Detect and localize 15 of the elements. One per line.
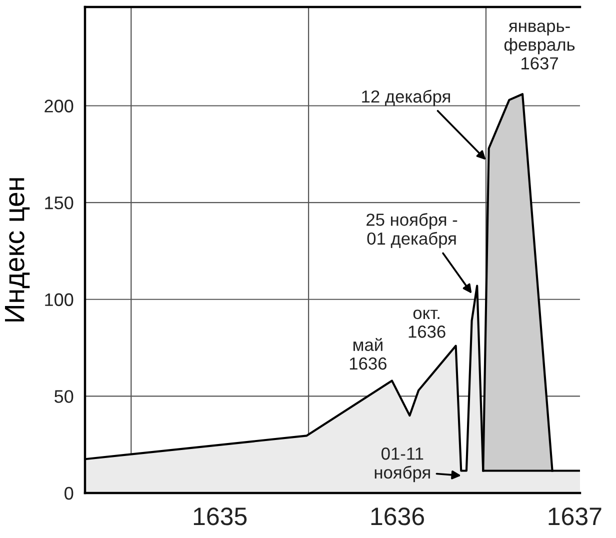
y-tick-label: 200 bbox=[44, 100, 74, 112]
x-tick-label: 1635 bbox=[194, 508, 247, 526]
annotation: 01-11 ноября bbox=[374, 448, 430, 482]
y-tick-label: 50 bbox=[54, 390, 74, 403]
annotation: 12 декабря bbox=[362, 90, 450, 106]
y-tick-label: 100 bbox=[45, 293, 74, 306]
y-axis-title: Индекс цен bbox=[5, 178, 30, 322]
x-tick-label: 1637 bbox=[548, 508, 602, 526]
x-tick-label: 1636 bbox=[371, 508, 424, 526]
annotation: окт. 1636 bbox=[408, 310, 446, 338]
annotation: 25 ноября - 01 декабря bbox=[366, 212, 458, 248]
annotation: май 1636 bbox=[350, 338, 386, 370]
annotation: январь- февраль 1637 bbox=[504, 22, 575, 70]
y-tick-label: 0 bbox=[64, 486, 74, 500]
y-tick-label: 150 bbox=[45, 196, 74, 210]
